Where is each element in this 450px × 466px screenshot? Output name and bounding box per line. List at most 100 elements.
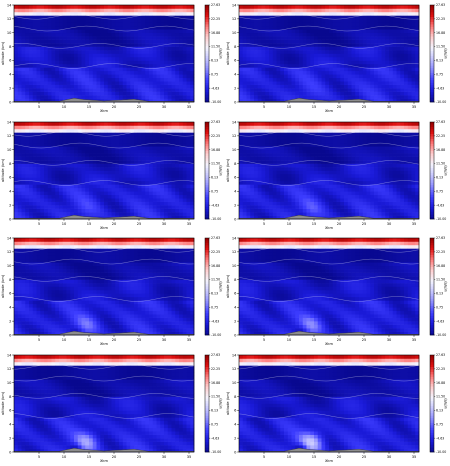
heatmap-cell — [85, 180, 90, 185]
colorbar-segment — [430, 48, 434, 52]
heatmap-cell — [44, 18, 49, 23]
heatmap-cell — [242, 166, 247, 171]
heatmap-cell — [36, 201, 41, 205]
heatmap-cell — [137, 124, 142, 129]
heatmap-cell — [336, 67, 341, 72]
heatmap-cell — [295, 197, 300, 202]
heatmap-cell — [119, 8, 124, 13]
heatmap-cell — [269, 46, 274, 51]
heatmap-cell — [407, 32, 412, 37]
heatmap-cell — [407, 43, 412, 47]
heatmap-cell — [366, 5, 371, 9]
heatmap-cell — [250, 194, 255, 199]
heatmap-cell — [276, 98, 281, 103]
heatmap-cell — [269, 131, 274, 136]
heatmap-cell — [355, 77, 360, 82]
heatmap-cell — [130, 67, 135, 72]
heatmap-cell — [269, 194, 274, 199]
heatmap-cell — [17, 183, 22, 188]
heatmap-cell — [62, 50, 67, 54]
heatmap-cell — [164, 50, 169, 54]
heatmap-cell — [137, 91, 142, 96]
heatmap-cell — [254, 170, 259, 174]
heatmap-cell — [145, 5, 150, 9]
heatmap-cell — [126, 18, 131, 23]
heatmap-cell — [40, 194, 45, 199]
heatmap-cell — [107, 142, 112, 147]
heatmap-cell — [246, 29, 251, 34]
heatmap-cell — [370, 98, 375, 103]
heatmap-cell — [21, 187, 26, 192]
heatmap-cell — [85, 163, 90, 167]
heatmap-cell — [370, 74, 375, 79]
heatmap-cell — [407, 95, 412, 99]
heatmap-cell — [122, 197, 127, 202]
heatmap-cell — [407, 39, 412, 44]
heatmap-cell — [29, 197, 34, 202]
heatmap-cell — [362, 11, 367, 16]
heatmap-cell — [254, 183, 259, 188]
heatmap-cell — [119, 201, 124, 205]
heatmap-cell — [59, 183, 64, 188]
colorbar-tick-label: 6.13 — [211, 59, 218, 63]
heatmap-cell — [55, 29, 60, 34]
heatmap-cell — [179, 149, 184, 153]
heatmap-cell — [291, 176, 296, 181]
heatmap-cell — [302, 63, 307, 68]
heatmap-cell — [377, 8, 382, 13]
colorbar-tick-label: 0.75 — [211, 189, 218, 193]
heatmap-cell — [310, 70, 315, 75]
heatmap-cell — [145, 131, 150, 136]
heatmap-cell — [284, 98, 289, 103]
heatmap-cell — [115, 211, 120, 216]
heatmap-cell — [126, 156, 131, 160]
heatmap-cell — [59, 204, 64, 209]
heatmap-cell — [100, 50, 105, 54]
heatmap-cell — [122, 95, 127, 99]
heatmap-cell — [160, 22, 165, 27]
heatmap-cell — [404, 60, 409, 65]
heatmap-cell — [70, 56, 75, 61]
heatmap-cell — [411, 5, 416, 9]
heatmap-cell — [74, 29, 79, 34]
heatmap-cell — [257, 142, 262, 147]
heatmap-cell — [14, 152, 19, 157]
heatmap-cell — [119, 180, 124, 185]
heatmap-cell — [36, 166, 41, 171]
heatmap-cell — [44, 170, 49, 174]
heatmap-cell — [171, 208, 176, 212]
heatmap-cell — [171, 67, 176, 72]
heatmap-cell — [152, 74, 157, 79]
heatmap-cell — [89, 121, 94, 126]
heatmap-cell — [156, 180, 161, 185]
heatmap-cell — [314, 56, 319, 61]
heatmap-cell — [246, 25, 251, 30]
heatmap-cell — [265, 32, 270, 37]
heatmap-cell — [299, 128, 304, 133]
heatmap-cell — [55, 163, 60, 167]
heatmap-cell — [149, 60, 154, 65]
heatmap-cell — [362, 50, 367, 54]
heatmap-cell — [36, 124, 41, 129]
heatmap-cell — [70, 197, 75, 202]
heatmap-cell — [111, 173, 116, 178]
heatmap-cell — [137, 156, 142, 160]
heatmap-cell — [261, 215, 266, 219]
heatmap-cell — [96, 50, 101, 54]
heatmap-cell — [287, 128, 292, 133]
heatmap-cell — [239, 67, 244, 72]
heatmap-cell — [149, 81, 154, 85]
heatmap-cell — [306, 170, 311, 174]
colorbar-segment — [430, 43, 434, 47]
heatmap-cell — [381, 50, 386, 54]
heatmap-cell — [47, 204, 52, 209]
heatmap-cell — [62, 63, 67, 68]
colorbar-segment — [430, 7, 434, 11]
heatmap-cell — [407, 22, 412, 27]
heatmap-cell — [291, 50, 296, 54]
heatmap-cell — [122, 190, 127, 195]
heatmap-cell — [284, 5, 289, 9]
heatmap-cell — [257, 67, 262, 72]
heatmap-cell — [347, 63, 352, 68]
heatmap-cell — [85, 128, 90, 133]
